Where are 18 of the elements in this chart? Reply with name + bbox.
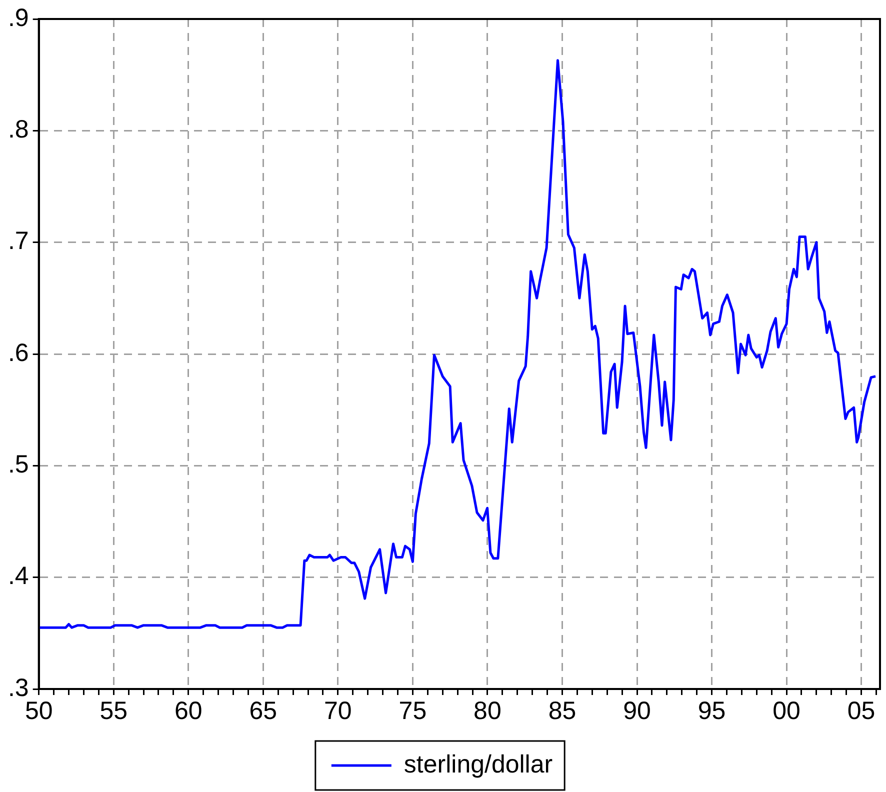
x-tick-label: 70 — [324, 696, 352, 725]
y-tick-label: .8 — [8, 116, 29, 144]
x-tick-label: 55 — [100, 696, 128, 725]
y-tick-label: .7 — [8, 227, 29, 256]
y-tick-label: .6 — [8, 338, 29, 367]
legend-label: sterling/dollar — [404, 750, 553, 778]
x-tick-label: 80 — [474, 696, 502, 725]
x-tick-label: 05 — [847, 696, 876, 725]
y-tick-label: .5 — [8, 450, 29, 479]
x-tick-label: 85 — [548, 696, 576, 725]
x-tick-label: 00 — [772, 696, 800, 725]
x-tick-label: 75 — [398, 696, 427, 725]
x-tick-label: 90 — [623, 696, 651, 725]
x-tick-label: 65 — [249, 696, 278, 725]
y-tick-label: .4 — [8, 562, 29, 590]
y-tick-label: .9 — [8, 4, 29, 32]
x-tick-label: 95 — [698, 696, 726, 725]
x-tick-label: 60 — [174, 696, 202, 725]
